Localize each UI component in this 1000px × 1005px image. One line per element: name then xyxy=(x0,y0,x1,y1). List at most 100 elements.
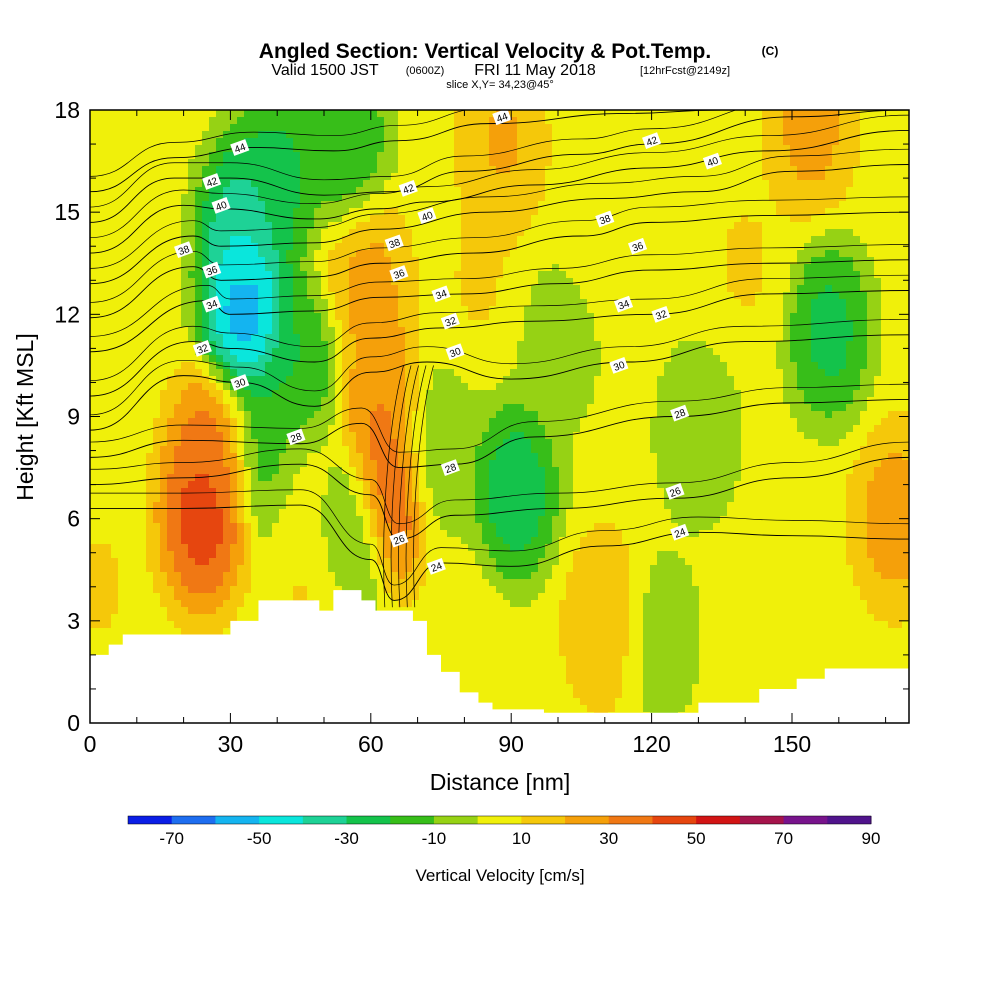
heatmap-cell xyxy=(174,369,182,377)
heatmap-cell xyxy=(405,551,413,559)
heatmap-cell xyxy=(139,355,147,363)
heatmap-cell xyxy=(230,320,238,328)
heatmap-cell xyxy=(398,145,406,153)
heatmap-cell xyxy=(104,208,112,216)
heatmap-cell xyxy=(398,208,406,216)
heatmap-cell xyxy=(181,285,189,293)
heatmap-cell xyxy=(356,383,364,391)
heatmap-cell xyxy=(314,481,322,489)
heatmap-cell xyxy=(118,159,126,167)
heatmap-cell xyxy=(300,446,308,454)
heatmap-cell xyxy=(265,250,273,258)
heatmap-cell xyxy=(279,131,287,139)
heatmap-cell xyxy=(321,474,329,482)
heatmap-cell xyxy=(272,474,280,482)
heatmap-cell xyxy=(146,334,154,342)
heatmap-cell xyxy=(188,544,196,552)
heatmap-cell xyxy=(209,516,217,524)
heatmap-cell xyxy=(202,418,210,426)
heatmap-cell xyxy=(286,138,294,146)
heatmap-cell xyxy=(286,579,294,587)
heatmap-cell xyxy=(160,474,168,482)
heatmap-cell xyxy=(104,495,112,503)
heatmap-cell xyxy=(440,201,448,209)
heatmap-cell xyxy=(160,250,168,258)
heatmap-cell xyxy=(188,523,196,531)
heatmap-cell xyxy=(139,481,147,489)
heatmap-cell xyxy=(440,243,448,251)
heatmap-cell xyxy=(293,488,301,496)
heatmap-cell xyxy=(251,418,259,426)
heatmap-cell xyxy=(195,572,203,580)
heatmap-cell xyxy=(90,551,98,559)
heatmap-cell xyxy=(384,229,392,237)
heatmap-cell xyxy=(370,145,378,153)
heatmap-cell xyxy=(104,285,112,293)
heatmap-cell xyxy=(202,621,210,629)
heatmap-cell xyxy=(237,152,245,160)
heatmap-cell xyxy=(482,264,490,272)
heatmap-cell xyxy=(377,397,385,405)
heatmap-cell xyxy=(419,131,427,139)
heatmap-cell xyxy=(370,208,378,216)
heatmap-cell xyxy=(293,110,301,118)
heatmap-cell xyxy=(342,243,350,251)
heatmap-cell xyxy=(342,481,350,489)
heatmap-cell xyxy=(433,313,441,321)
heatmap-cell xyxy=(440,509,448,517)
heatmap-cell xyxy=(188,502,196,510)
heatmap-cell xyxy=(97,341,105,349)
heatmap-cell xyxy=(279,110,287,118)
heatmap-cell xyxy=(104,460,112,468)
heatmap-cell xyxy=(118,257,126,265)
heatmap-cell xyxy=(230,537,238,545)
heatmap-cell xyxy=(440,131,448,139)
heatmap-cell xyxy=(482,124,490,132)
heatmap-cell xyxy=(279,264,287,272)
heatmap-cell xyxy=(223,369,231,377)
heatmap-cell xyxy=(314,131,322,139)
heatmap-cell xyxy=(174,117,182,125)
heatmap-cell xyxy=(111,418,119,426)
heatmap-cell xyxy=(461,453,469,461)
heatmap-cell xyxy=(237,614,245,622)
heatmap-cell xyxy=(300,495,308,503)
heatmap-cell xyxy=(454,138,462,146)
heatmap-cell xyxy=(391,208,399,216)
heatmap-cell xyxy=(195,565,203,573)
heatmap-cell xyxy=(433,607,441,615)
heatmap-cell xyxy=(97,145,105,153)
heatmap-cell xyxy=(167,397,175,405)
heatmap-cell xyxy=(251,390,259,398)
heatmap-cell xyxy=(405,194,413,202)
heatmap-cell xyxy=(279,229,287,237)
heatmap-cell xyxy=(349,152,357,160)
heatmap-cell xyxy=(433,152,441,160)
heatmap-cell xyxy=(356,243,364,251)
heatmap-cell xyxy=(356,530,364,538)
heatmap-cell xyxy=(461,670,469,678)
heatmap-cell xyxy=(398,509,406,517)
heatmap-cell xyxy=(293,327,301,335)
heatmap-cell xyxy=(125,572,133,580)
heatmap-cell xyxy=(321,117,329,125)
heatmap-cell xyxy=(447,418,455,426)
heatmap-cell xyxy=(405,460,413,468)
heatmap-cell xyxy=(139,474,147,482)
heatmap-cell xyxy=(356,509,364,517)
heatmap-cell xyxy=(153,131,161,139)
heatmap-cell xyxy=(447,362,455,370)
heatmap-cell xyxy=(447,145,455,153)
heatmap-cell xyxy=(461,390,469,398)
heatmap-cell xyxy=(272,579,280,587)
heatmap-cell xyxy=(307,509,315,517)
heatmap-cell xyxy=(482,138,490,146)
heatmap-cell xyxy=(440,537,448,545)
heatmap-cell xyxy=(468,243,476,251)
heatmap-cell xyxy=(153,278,161,286)
heatmap-cell xyxy=(307,159,315,167)
heatmap-cell xyxy=(440,558,448,566)
heatmap-cell xyxy=(195,299,203,307)
heatmap-cell xyxy=(230,544,238,552)
heatmap-cell xyxy=(97,432,105,440)
